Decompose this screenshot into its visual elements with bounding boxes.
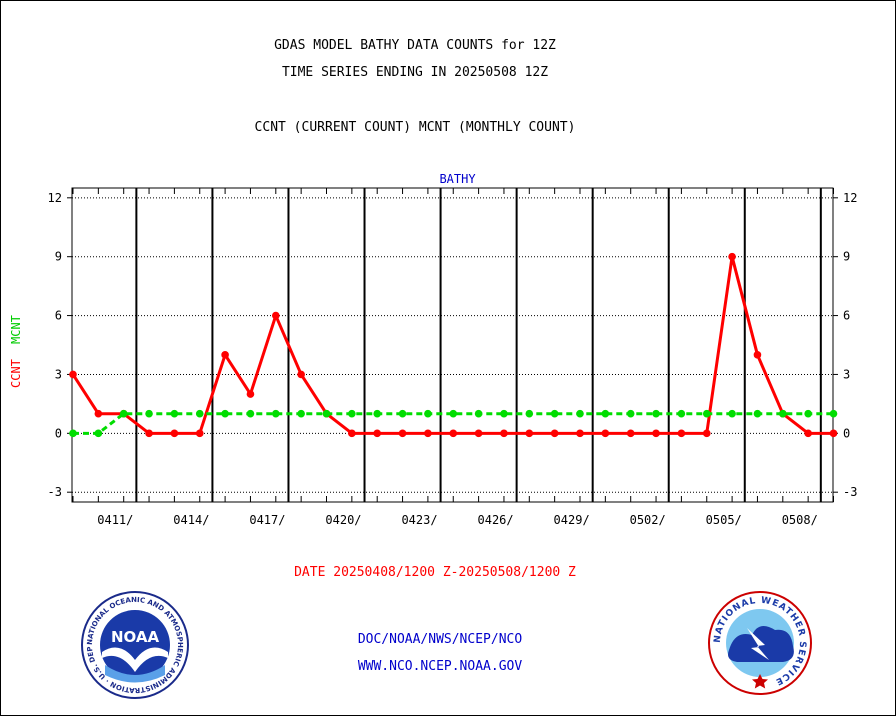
- y-tick-label-right: 12: [843, 191, 857, 205]
- data-point-ccnt: [652, 429, 660, 438]
- y-tick-label-right: 3: [843, 367, 850, 381]
- data-point-mcnt: [424, 409, 432, 418]
- y-tick-label-right: 9: [843, 250, 850, 264]
- x-tick-label: 0502/: [630, 513, 666, 527]
- data-point-ccnt: [449, 429, 458, 438]
- data-point-mcnt: [373, 409, 382, 418]
- data-point-ccnt: [500, 429, 508, 438]
- data-point-mcnt: [702, 409, 711, 418]
- data-point-mcnt: [677, 409, 686, 418]
- data-point-ccnt: [550, 429, 559, 438]
- x-tick-label: 0508/: [782, 513, 818, 527]
- data-point-ccnt: [702, 429, 711, 438]
- data-point-ccnt: [272, 311, 280, 320]
- data-point-ccnt: [677, 429, 686, 438]
- y-axis-label-ccnt: CCNT: [9, 359, 23, 388]
- x-tick-label: 0429/: [554, 513, 590, 527]
- data-point-ccnt: [424, 429, 432, 438]
- data-point-mcnt: [322, 409, 331, 418]
- header-legend-description: CCNT (CURRENT COUNT) MCNT (MONTHLY COUNT…: [254, 120, 576, 135]
- data-point-ccnt: [728, 252, 736, 261]
- y-tick-label-left: 12: [48, 191, 62, 205]
- data-point-ccnt: [69, 370, 77, 379]
- data-point-ccnt: [195, 429, 204, 438]
- data-point-ccnt: [626, 429, 635, 438]
- data-point-ccnt: [297, 370, 305, 379]
- data-point-mcnt: [500, 409, 508, 418]
- noaa-logo-icon: NATIONAL OCEANIC AND ATMOSPHERIC ADMINIS…: [80, 590, 189, 699]
- x-tick-label: 0414/: [173, 513, 209, 527]
- data-point-mcnt: [246, 409, 255, 418]
- data-point-mcnt: [601, 409, 610, 418]
- noaa-logo-text: NOAA: [111, 628, 160, 646]
- data-point-mcnt: [94, 429, 103, 438]
- data-point-mcnt: [145, 409, 153, 418]
- footer-url: WWW.NCO.NCEP.NOAA.GOV: [357, 659, 523, 674]
- data-point-mcnt: [348, 409, 356, 418]
- data-point-mcnt: [221, 409, 229, 418]
- data-point-mcnt: [297, 409, 305, 418]
- data-point-mcnt: [829, 409, 838, 418]
- data-point-ccnt: [829, 429, 838, 438]
- data-point-ccnt: [145, 429, 153, 438]
- data-point-mcnt: [550, 409, 559, 418]
- data-point-ccnt: [221, 351, 229, 359]
- x-tick-label: 0505/: [706, 513, 742, 527]
- header-subtitle: TIME SERIES ENDING IN 20250508 12Z: [281, 65, 549, 80]
- data-point-ccnt: [398, 429, 407, 438]
- x-tick-label: 0426/: [478, 513, 514, 527]
- plot-area: [71, 187, 834, 503]
- data-point-mcnt: [119, 409, 128, 418]
- chart-title: BATHY: [439, 172, 476, 186]
- y-tick-label-left: -3: [48, 485, 62, 499]
- data-point-mcnt: [576, 409, 584, 418]
- data-point-mcnt: [195, 409, 204, 418]
- data-point-mcnt: [626, 409, 635, 418]
- x-axis-label: DATE 20250408/1200 Z-20250508/1200 Z: [294, 565, 576, 580]
- data-point-mcnt: [272, 409, 280, 418]
- data-point-mcnt: [652, 409, 660, 418]
- data-point-mcnt: [449, 409, 458, 418]
- data-point-mcnt: [474, 409, 483, 418]
- footer-org: DOC/NOAA/NWS/NCEP/NCO: [357, 632, 523, 647]
- y-tick-label-right: 0: [843, 426, 850, 440]
- data-point-ccnt: [474, 429, 483, 438]
- y-tick-label-left: 3: [55, 367, 62, 381]
- data-point-ccnt: [804, 429, 812, 438]
- data-point-mcnt: [779, 409, 787, 418]
- data-point-mcnt: [398, 409, 407, 418]
- data-point-ccnt: [373, 429, 382, 438]
- data-point-ccnt: [348, 429, 356, 438]
- data-point-ccnt: [246, 390, 255, 398]
- y-tick-label-right: 6: [843, 309, 850, 323]
- data-point-mcnt: [804, 409, 812, 418]
- x-tick-label: 0423/: [401, 513, 437, 527]
- data-point-ccnt: [170, 429, 179, 438]
- nws-logo-icon: NATIONAL WEATHER SERVICE: [708, 591, 812, 695]
- data-point-mcnt: [728, 409, 736, 418]
- y-tick-label-left: 9: [55, 250, 62, 264]
- data-point-mcnt: [753, 409, 762, 418]
- data-point-ccnt: [601, 429, 610, 438]
- header-title: GDAS MODEL BATHY DATA COUNTS for 12Z: [274, 38, 556, 53]
- data-point-ccnt: [525, 429, 534, 438]
- y-tick-label-left: 6: [55, 309, 62, 323]
- data-point-ccnt: [576, 429, 584, 438]
- y-tick-label-right: -3: [843, 485, 857, 499]
- x-tick-label: 0420/: [325, 513, 361, 527]
- x-tick-label: 0411/: [97, 513, 133, 527]
- data-point-mcnt: [170, 409, 179, 418]
- data-point-ccnt: [753, 351, 762, 359]
- y-axis-label-mcnt: MCNT: [9, 315, 23, 344]
- data-point-mcnt: [525, 409, 534, 418]
- data-point-mcnt: [69, 429, 77, 438]
- data-point-ccnt: [94, 409, 103, 418]
- y-tick-label-left: 0: [55, 426, 62, 440]
- x-tick-label: 0417/: [249, 513, 285, 527]
